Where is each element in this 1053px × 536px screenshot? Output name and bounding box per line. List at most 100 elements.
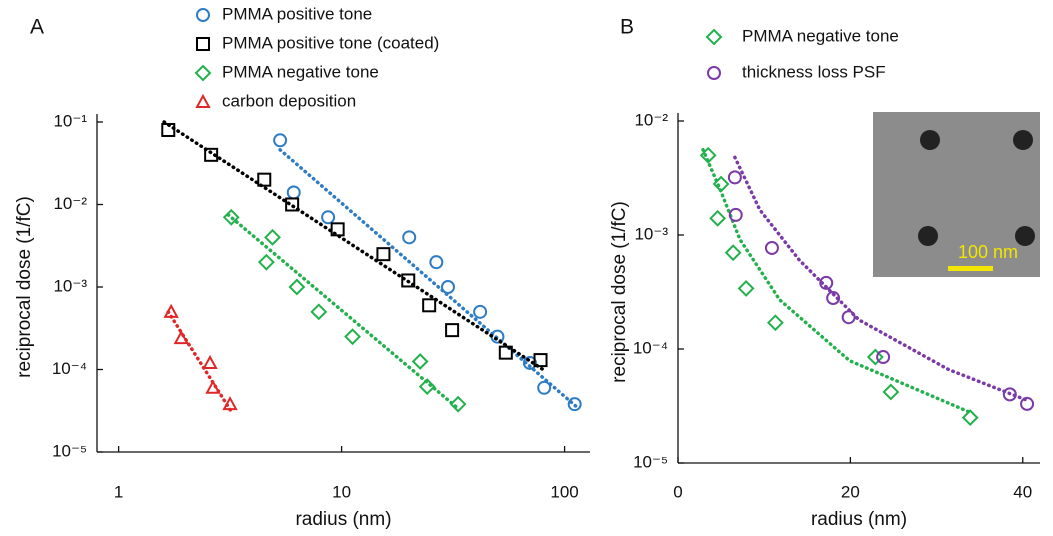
marker [264,228,281,246]
fit-line [733,155,1031,403]
marker [537,380,552,395]
y-tick-label: 10⁻³ [634,224,668,243]
marker [567,397,582,412]
marker [310,303,328,321]
marker [440,280,455,294]
marker [195,93,211,108]
marker [222,396,238,411]
marker [766,314,784,332]
inset-dot [920,130,940,150]
legend-label: thickness loss PSF [742,62,886,81]
fit-line [226,213,461,411]
marker [764,240,779,255]
fit-line [166,310,234,414]
marker [418,378,436,396]
marker [961,409,979,427]
fit-line [701,147,972,414]
y-tick-label: 10⁻⁵ [52,441,87,460]
marker [445,323,460,338]
marker [819,275,834,290]
marker [288,278,306,296]
marker [330,222,345,237]
marker [705,28,723,46]
inset-dot [1015,226,1035,246]
marker [882,383,900,401]
marker [707,66,721,80]
marker [321,210,336,225]
marker [422,298,437,313]
marker [727,170,742,185]
legend-label: PMMA negative tone [742,26,899,45]
y-tick-label: 10⁻² [53,194,87,213]
marker [285,197,300,212]
marker [196,8,210,22]
marker [1002,387,1017,402]
x-tick-label: 1 [114,482,123,501]
x-axis-title: radius (nm) [811,509,907,530]
panel-label: B [620,16,634,39]
marker [196,37,210,51]
marker [866,348,884,366]
marker [533,353,548,368]
marker [841,310,856,325]
inset: 100 nm [873,112,1040,277]
y-tick-label: 10⁻⁵ [633,452,668,471]
y-tick-label: 10⁻³ [53,276,87,295]
marker [826,291,841,306]
marker [273,133,288,148]
x-tick-label: 0 [673,482,682,501]
x-tick-label: 40 [1013,482,1032,501]
marker [411,353,429,370]
marker [202,354,218,369]
marker [257,253,275,271]
marker [449,395,467,413]
y-tick-label: 10⁻² [634,110,668,129]
marker [1020,396,1035,411]
marker [728,207,743,222]
x-tick-label: 10 [332,482,351,501]
marker [205,379,221,394]
marker [173,330,189,345]
marker [257,172,272,187]
marker [163,303,179,318]
marker [222,208,240,226]
legend-label: carbon deposition [222,91,356,110]
marker [699,146,717,164]
marker [724,244,742,262]
legend-label: PMMA negative tone [222,62,379,81]
marker [473,304,488,319]
marker [709,209,727,227]
marker [498,345,513,360]
marker [402,230,417,245]
marker [376,247,391,262]
y-axis-title: reciprocal dose (1/fC) [609,201,630,383]
y-tick-label: 10⁻¹ [53,111,87,130]
fit-line [278,148,580,410]
marker [344,328,361,346]
x-tick-label: 20 [841,482,860,501]
x-axis-title: radius (nm) [295,509,391,530]
inset-image [873,112,1040,277]
marker [286,185,301,200]
marker [204,147,219,162]
marker [161,122,176,137]
marker [401,273,416,288]
marker [194,64,212,82]
legend-label: PMMA positive tone (coated) [222,33,439,52]
panel-label: A [30,16,44,39]
y-tick-label: 10⁻⁴ [633,338,668,357]
marker [522,355,537,370]
marker [712,175,730,193]
marker [429,255,444,270]
marker [876,350,891,365]
legend-label: PMMA positive tone [222,4,372,23]
scale-label: 100 nm [958,242,1018,262]
marker [737,279,755,297]
scale-bar [948,266,993,271]
inset-dot [1013,130,1033,150]
y-tick-label: 10⁻⁴ [52,359,87,378]
y-axis-title: reciprocal dose (1/fC) [14,196,35,378]
inset-dot [918,226,938,246]
fit-line [162,120,545,372]
